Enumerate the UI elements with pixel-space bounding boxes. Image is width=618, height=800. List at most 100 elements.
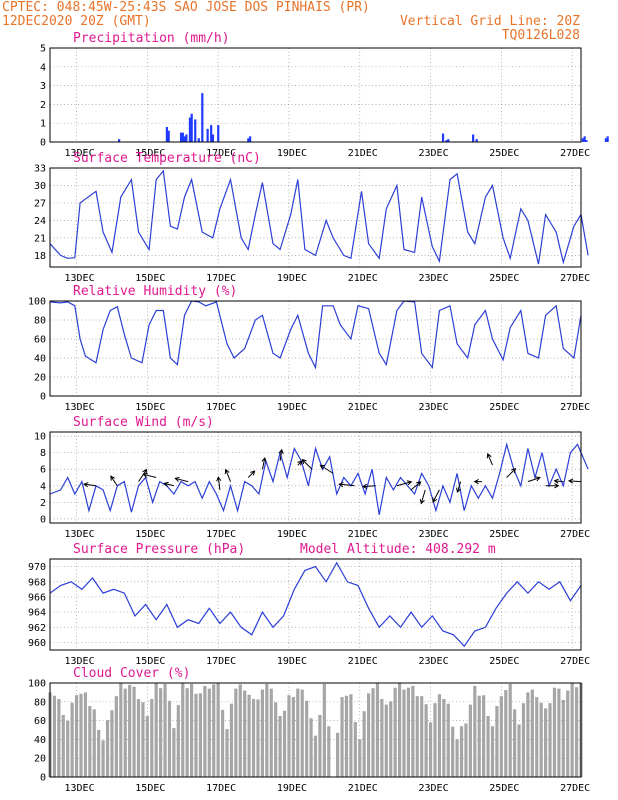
pressure-y-tick-label: 966 bbox=[28, 592, 46, 603]
precip-bar bbox=[188, 117, 192, 142]
precip-bar bbox=[247, 138, 250, 142]
wind-arrow bbox=[142, 472, 157, 478]
temperature-x-tick-label: 21DEC bbox=[348, 273, 378, 284]
cloud-bar bbox=[296, 688, 300, 777]
wind-x-tick-label: 21DEC bbox=[348, 529, 378, 540]
cloud-bar bbox=[141, 702, 145, 777]
cloud-bar bbox=[176, 705, 180, 777]
cloud-bar bbox=[468, 704, 472, 777]
cloud-bar bbox=[490, 726, 495, 777]
cloud-bar bbox=[150, 698, 154, 777]
humidity-y-tick-label: 100 bbox=[28, 297, 46, 308]
cloud-bar bbox=[220, 709, 225, 777]
run-datetime: 12DEC2020 20Z (GMT) bbox=[2, 14, 151, 29]
cloud-bar bbox=[433, 703, 437, 777]
wind-line bbox=[49, 442, 589, 515]
precipitation-y-tick-label: 5 bbox=[40, 44, 46, 55]
cloud-bar bbox=[234, 688, 238, 777]
cloud-bar bbox=[495, 706, 499, 777]
precip-bar bbox=[583, 136, 586, 142]
precipitation-x-tick-label: 17DEC bbox=[206, 148, 236, 159]
cloud-cover-x-tick-label: 21DEC bbox=[348, 783, 378, 794]
cloud-bar bbox=[455, 739, 459, 777]
wind-y-tick-label: 10 bbox=[34, 432, 46, 443]
cloud-bar bbox=[52, 695, 57, 777]
cloud-cover-x-tick-label: 15DEC bbox=[135, 783, 165, 794]
temperature-y-tick-label: 33 bbox=[34, 164, 46, 175]
cloud-bar bbox=[70, 702, 74, 777]
cloud-bar bbox=[278, 715, 282, 777]
wind-arrow bbox=[163, 481, 175, 487]
temperature-frame bbox=[49, 167, 582, 268]
precip-bar bbox=[210, 125, 213, 142]
cloud-bar bbox=[344, 695, 349, 777]
cloud-bar bbox=[260, 689, 264, 777]
pressure-frame bbox=[49, 558, 582, 651]
wind-arrow bbox=[473, 479, 482, 485]
temperature-x-tick-label: 13DEC bbox=[64, 273, 94, 284]
cloud-bar bbox=[437, 694, 441, 777]
model-id: TQ0126L028 bbox=[502, 28, 580, 43]
wind-x-tick-label: 13DEC bbox=[64, 529, 94, 540]
wind-arrow bbox=[297, 460, 303, 466]
cloud-cover-y-tick-label: 80 bbox=[34, 697, 46, 708]
cloud-bar bbox=[358, 739, 362, 777]
wind-arrow bbox=[410, 481, 422, 491]
wind-arrow bbox=[261, 457, 267, 470]
precipitation-x-tick-label: 25DEC bbox=[489, 148, 519, 159]
cloud-bar bbox=[539, 702, 543, 777]
cloud-bar bbox=[163, 683, 167, 777]
cloud-bar bbox=[247, 694, 251, 777]
wind-arrow bbox=[247, 470, 256, 478]
wind-panel: Surface Wind (m/s)13DEC 15DEC 17DEC 19DEC 21… bbox=[34, 415, 590, 540]
cloud-bar bbox=[477, 695, 481, 777]
cloud-bar bbox=[318, 714, 322, 777]
precip-bar bbox=[447, 139, 450, 142]
wind-arrow bbox=[553, 478, 564, 484]
precip-bar bbox=[185, 134, 188, 142]
wind-x-tick-label: 23DEC bbox=[418, 529, 448, 540]
pressure-x-tick-label: 19DEC bbox=[277, 656, 307, 667]
precipitation-x-tick-label: 21DEC bbox=[348, 148, 378, 159]
cloud-cover-y-tick-label: 20 bbox=[34, 754, 46, 765]
cloud-bar bbox=[57, 698, 61, 777]
wind-arrow bbox=[319, 464, 334, 474]
cloud-cover-panel: Cloud Cover (%) 13DEC 15DEC 17DEC 19DEC 21DEC… bbox=[28, 666, 590, 794]
wind-arrow bbox=[138, 468, 148, 482]
precip-bar bbox=[194, 119, 197, 142]
cloud-bar bbox=[517, 724, 521, 777]
wind-y-tick-label: 8 bbox=[40, 448, 46, 459]
wind-arrow bbox=[174, 476, 189, 483]
cloud-bar bbox=[384, 704, 388, 777]
cloud-bar bbox=[574, 687, 579, 777]
cloud-bar bbox=[446, 703, 450, 777]
precip-bar bbox=[118, 139, 121, 142]
precip-bar bbox=[441, 133, 445, 142]
temperature-y-tick-label: 21 bbox=[34, 233, 46, 244]
cloud-bar bbox=[172, 728, 176, 777]
wind-y-tick-label: 2 bbox=[40, 498, 46, 509]
precip-bar bbox=[581, 138, 584, 142]
pressure-y-tick-label: 964 bbox=[28, 608, 46, 619]
cloud-cover-y-tick-label: 40 bbox=[34, 735, 46, 746]
temperature-y-tick-label: 24 bbox=[34, 216, 46, 227]
cloud-bar bbox=[349, 694, 353, 777]
cloud-bar bbox=[105, 720, 110, 777]
humidity-x-tick-label: 13DEC bbox=[64, 402, 94, 413]
precipitation-frame bbox=[49, 47, 582, 143]
humidity-y-tick-label: 0 bbox=[40, 392, 46, 403]
cloud-bar bbox=[406, 687, 411, 777]
cloud-bar bbox=[154, 683, 158, 777]
cloud-bar bbox=[282, 710, 287, 777]
cloud-bar bbox=[530, 689, 534, 777]
precip-bar bbox=[190, 113, 193, 142]
precip-bar bbox=[201, 93, 204, 142]
wind-arrow bbox=[567, 478, 582, 484]
wind-arrow bbox=[82, 482, 97, 488]
precipitation-x-tick-label: 27DEC bbox=[560, 148, 590, 159]
cloud-bar bbox=[544, 708, 548, 777]
cloud-bar bbox=[428, 722, 433, 777]
wind-frame bbox=[49, 431, 582, 524]
cloud-bar bbox=[190, 683, 194, 777]
